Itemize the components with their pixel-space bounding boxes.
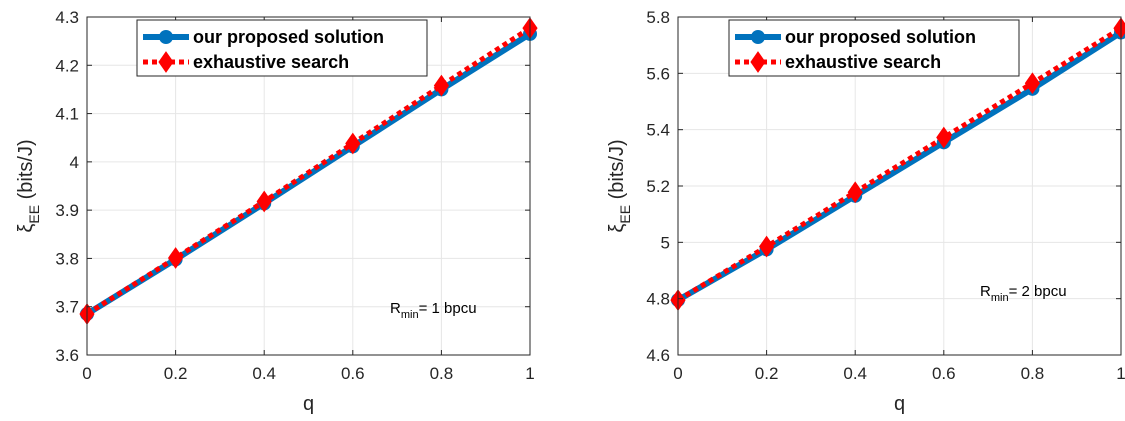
x-tick-label: 0.6 [341, 364, 365, 383]
y-axis-label-subscript: EE [617, 205, 633, 224]
point-exhaustive [1024, 72, 1041, 95]
y-axis-label-subscript: EE [26, 205, 42, 224]
x-tick-label: 0.8 [1021, 364, 1045, 383]
legend-marker-exhaustive [158, 51, 174, 73]
y-tick-label: 5.6 [646, 64, 670, 83]
y-tick-label: 3.7 [55, 298, 79, 317]
y-axis-label-symbol: ξ [15, 224, 37, 233]
annotation-rmin: Rmin= 1 bpcu [390, 300, 477, 321]
annotation-main: R [390, 300, 401, 317]
point-exhaustive [758, 235, 775, 258]
axes-box [86, 16, 531, 356]
y-axis-label-unit: (bits/J) [15, 139, 37, 205]
y-tick-label: 3.6 [55, 346, 79, 365]
y-tick-label: 3.9 [55, 201, 79, 220]
point-exhaustive [433, 74, 450, 97]
y-tick-label: 4.1 [55, 105, 79, 124]
legend-box [136, 19, 428, 77]
legend: our proposed solution exhaustive search [136, 19, 428, 77]
x-tick-label: 0.2 [755, 364, 779, 383]
y-tick-label: 4.8 [646, 290, 670, 309]
y-tick-label: 4.2 [55, 56, 79, 75]
point-exhaustive [256, 190, 272, 213]
point-exhaustive [936, 126, 952, 149]
y-axis-label: ξEE (bits/J) [15, 139, 42, 232]
legend-label-proposed: our proposed solution [193, 27, 384, 47]
legend-marker-proposed [159, 30, 173, 44]
annotation-main: R [980, 283, 991, 300]
legend-label-exhaustive: exhaustive search [193, 52, 349, 72]
chart-panel-2: 0 0.2 0.4 0.6 0.8 1 4.6 4.8 5 5.2 5.4 5.6 5.8 q ξEE (b… [606, 8, 1125, 415]
x-tick-label: 0.4 [252, 364, 276, 383]
y-tick-label: 3.8 [55, 249, 79, 268]
x-tick-label: 0.2 [164, 364, 188, 383]
series-line-exhaustive [676, 26, 1123, 303]
annotation-sub: min [991, 292, 1009, 304]
x-tick-label: 0.4 [843, 364, 867, 383]
y-tick-label: 5 [661, 233, 670, 252]
point-exhaustive [847, 181, 863, 204]
legend-box [728, 19, 1020, 77]
legend-marker-proposed [751, 30, 765, 44]
y-tick-label: 5.4 [646, 121, 670, 140]
y-tick-label: 5.8 [646, 8, 670, 27]
y-tick-label: 4.3 [55, 8, 79, 27]
annotation-rest: = 1 bpcu [419, 300, 477, 317]
chart-panel-1: 0 0.2 0.4 0.6 0.8 1 3.6 3.7 3.8 3.9 4 4.1 4.2 4.3 q ξEE… [15, 8, 538, 415]
point-exhaustive [167, 247, 184, 269]
y-axis-label-symbol: ξ [606, 224, 628, 233]
annotation-sub: min [401, 309, 419, 321]
x-tick-label: 1 [525, 364, 534, 383]
annotation-rest: = 2 bpcu [1009, 283, 1067, 300]
y-axis-label: ξEE (bits/J) [606, 139, 633, 232]
x-tick-label: 0.6 [932, 364, 956, 383]
x-tick-label: 0.8 [430, 364, 454, 383]
legend-marker-exhaustive [750, 51, 766, 73]
annotation-rmin: Rmin= 2 bpcu [980, 283, 1067, 304]
y-tick-label: 5.2 [646, 177, 670, 196]
y-axis-label-unit: (bits/J) [606, 139, 628, 205]
y-tick-label: 4.6 [646, 346, 670, 365]
x-axis-label: q [303, 393, 314, 415]
x-axis-label: q [894, 393, 905, 415]
legend: our proposed solution exhaustive search [728, 19, 1020, 77]
legend-label-exhaustive: exhaustive search [785, 52, 941, 72]
x-tick-label: 0 [673, 364, 682, 383]
series-line-exhaustive [85, 26, 532, 317]
x-tick-label: 1 [1116, 364, 1125, 383]
point-exhaustive [345, 132, 361, 155]
y-tick-label: 4 [70, 153, 79, 172]
x-tick-label: 0 [82, 364, 91, 383]
legend-label-proposed: our proposed solution [785, 27, 976, 47]
